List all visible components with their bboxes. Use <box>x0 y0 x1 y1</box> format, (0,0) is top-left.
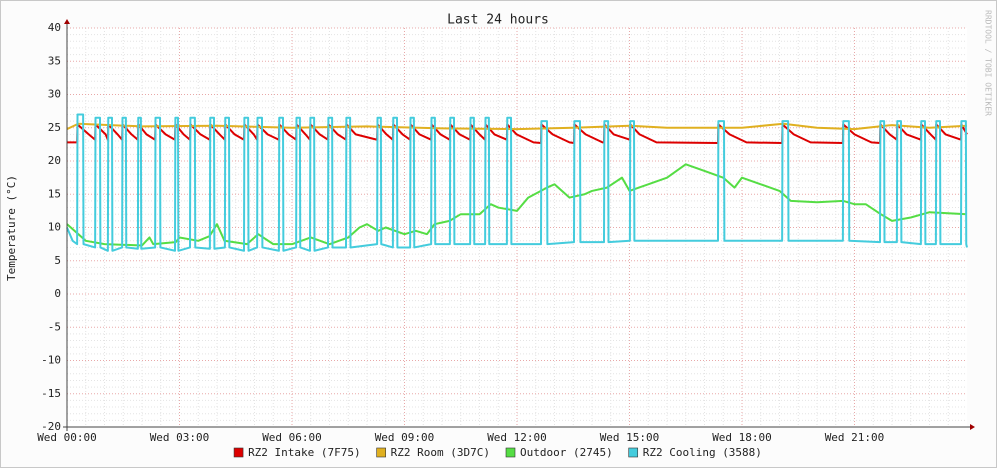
x-tick-label: Wed 18:00 <box>712 431 772 444</box>
y-tick-label: 0 <box>54 287 61 300</box>
y-tick-label: 35 <box>48 54 61 67</box>
legend-swatch <box>628 447 639 458</box>
x-tick-label: Wed 03:00 <box>150 431 210 444</box>
legend-label: RZ2 Cooling (3588) <box>643 446 762 459</box>
y-tick-label: -15 <box>41 387 61 400</box>
x-tick-label: Wed 06:00 <box>262 431 322 444</box>
y-tick-label: -10 <box>41 354 61 367</box>
x-tick-label: Wed 09:00 <box>375 431 435 444</box>
y-tick-label: 5 <box>54 254 61 267</box>
x-tick-label: Wed 00:00 <box>37 431 97 444</box>
y-tick-label: -20 <box>41 420 61 433</box>
series-line <box>66 163 968 247</box>
chart-title: Last 24 hours <box>447 13 549 28</box>
x-tick-label: Wed 15:00 <box>600 431 660 444</box>
x-axis-arrow <box>970 424 975 430</box>
y-tick-label: 15 <box>48 187 61 200</box>
y-tick-label: 20 <box>48 154 61 167</box>
legend-label: Outdoor (2745) <box>520 446 613 459</box>
watermark: RRDTOOL / TOBI OETIKER <box>984 10 993 116</box>
legend-label: RZ2 Intake (7F75) <box>248 446 361 459</box>
legend-swatch <box>505 447 516 458</box>
series-line <box>66 113 968 252</box>
series-line <box>66 122 968 131</box>
y-tick-label: 25 <box>48 121 61 134</box>
labels: -20 -15 -10 -5 0 5 10 15 20 25 30 35 40 Wed 00:00 Wed … <box>37 21 884 444</box>
y-tick-label: 30 <box>48 88 61 101</box>
legend-swatch <box>376 447 386 458</box>
y-tick-label: 40 <box>48 21 61 34</box>
legend: RZ2 Intake (7F75) RZ2 Room (3D7C) Outdoor … <box>233 446 762 459</box>
x-tick-label: Wed 12:00 <box>487 431 547 444</box>
grid <box>66 27 967 428</box>
y-axis-label: Temperature (°C) <box>5 175 18 281</box>
y-tick-label: -5 <box>48 320 61 333</box>
lines <box>66 113 968 252</box>
legend-label: RZ2 Room (3D7C) <box>391 446 490 459</box>
y-tick-label: 10 <box>48 221 61 234</box>
y-axis-arrow <box>64 19 70 24</box>
x-tick-label: Wed 21:00 <box>825 431 885 444</box>
legend-swatch <box>233 447 244 458</box>
